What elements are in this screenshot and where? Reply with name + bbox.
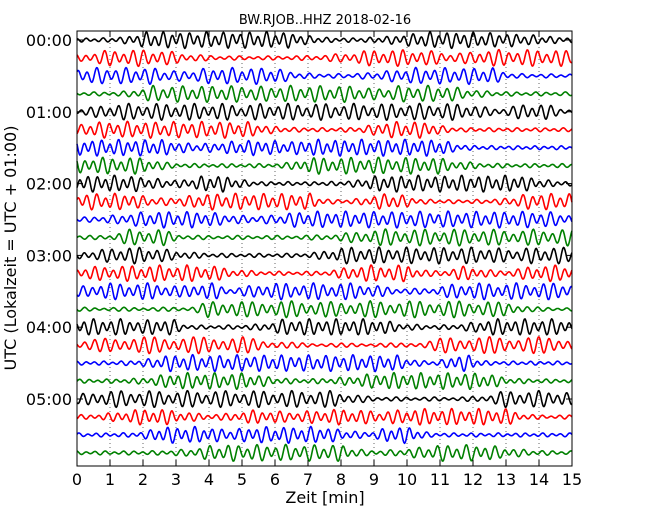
- x-tick-label: 3: [171, 470, 181, 489]
- trace-line: [76, 425, 573, 445]
- trace-line: [76, 102, 573, 121]
- y-axis-label: UTC (Lokalzeit = UTC + 01:00): [1, 126, 20, 371]
- y-axis-ticks: 00:00 01:00 02:00 03:00 04:00 05:00: [26, 31, 572, 409]
- x-tick-label: 1: [105, 470, 115, 489]
- seismogram-traces: [76, 30, 573, 462]
- trace-line: [76, 120, 573, 139]
- y-tick-label: 02:00: [26, 175, 72, 194]
- trace-line: [76, 174, 573, 193]
- trace-line: [76, 443, 573, 462]
- x-axis-ticks: 0 1 2 3 4 5 6 7 8 9 10 11 12 13 14 15: [72, 31, 582, 489]
- x-tick-label: 5: [237, 470, 247, 489]
- y-tick-label: 05:00: [26, 390, 72, 409]
- x-tick-label: 7: [303, 470, 313, 489]
- trace-line: [76, 84, 573, 103]
- x-tick-label: 14: [529, 470, 549, 489]
- x-tick-label: 12: [463, 470, 483, 489]
- y-tick-label: 00:00: [26, 31, 72, 50]
- trace-line: [76, 264, 573, 283]
- x-tick-label: 2: [138, 470, 148, 489]
- trace-line: [76, 282, 573, 301]
- y-tick-label: 03:00: [26, 246, 72, 265]
- chart-title: BW.RJOB..HHZ 2018-02-16: [239, 13, 411, 28]
- plot-frame: [76, 30, 573, 467]
- trace-line: [76, 246, 573, 265]
- trace-line: [76, 210, 573, 229]
- trace-line: [76, 138, 573, 157]
- x-tick-label: 8: [336, 470, 346, 489]
- trace-line: [76, 48, 573, 68]
- x-tick-label: 11: [430, 470, 450, 489]
- trace-line: [76, 30, 573, 50]
- y-tick-label: 01:00: [26, 103, 72, 122]
- grid-lines: [109, 31, 540, 466]
- trace-line: [76, 371, 573, 390]
- trace-line: [76, 192, 573, 211]
- x-tick-label: 0: [72, 470, 82, 489]
- x-tick-label: 6: [270, 470, 280, 489]
- trace-line: [76, 389, 573, 409]
- trace-line: [76, 66, 573, 86]
- x-tick-label: 15: [562, 470, 582, 489]
- trace-line: [76, 228, 573, 247]
- trace-line: [76, 336, 573, 355]
- trace-line: [76, 300, 573, 319]
- x-axis-label: Zeit [min]: [285, 488, 364, 507]
- trace-line: [76, 407, 573, 426]
- x-tick-label: 4: [204, 470, 214, 489]
- x-tick-label: 9: [369, 470, 379, 489]
- trace-line: [76, 353, 573, 373]
- x-tick-label: 13: [496, 470, 516, 489]
- y-tick-label: 04:00: [26, 318, 72, 337]
- x-tick-label: 10: [397, 470, 417, 489]
- trace-line: [76, 156, 573, 175]
- trace-line: [76, 318, 573, 336]
